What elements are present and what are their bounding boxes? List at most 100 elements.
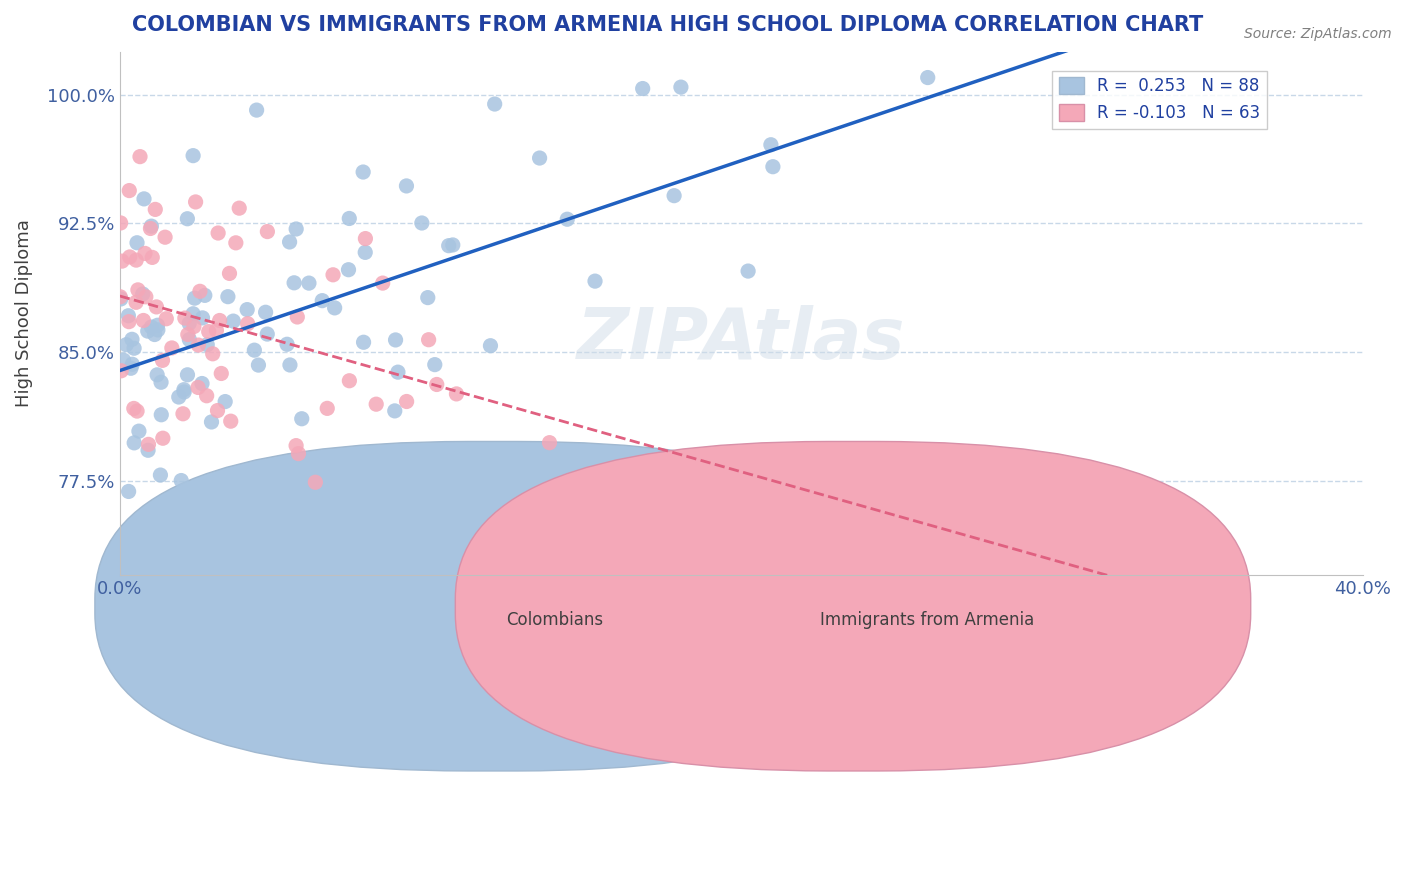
Point [183,319,205,334]
Point [117,309,139,323]
Point [371,276,394,290]
Point [127,283,149,297]
Point [555,212,578,227]
Point [384,404,406,418]
Point [136,324,159,338]
Point [135,290,157,304]
Point [759,137,782,152]
Point [152,353,174,368]
Point [228,201,250,215]
Point [195,389,218,403]
Point [146,318,169,333]
Point [337,262,360,277]
Point [139,221,162,235]
Point [207,226,229,240]
Point [179,333,201,347]
Point [122,341,145,355]
Point [173,311,195,326]
Point [110,216,132,230]
Point [118,184,141,198]
Point [218,267,240,281]
Point [173,384,195,399]
Point [387,365,409,379]
Point [352,165,374,179]
Point [311,293,333,308]
Point [283,276,305,290]
Text: Immigrants from Armenia: Immigrants from Armenia [821,611,1035,630]
Point [143,202,166,217]
Point [538,435,561,450]
Point [322,268,344,282]
Point [150,408,173,422]
Point [278,358,301,372]
Point [285,222,308,236]
Point [236,317,259,331]
Point [225,235,247,250]
Point [426,377,449,392]
Point [304,475,326,490]
Point [256,225,278,239]
Point [118,250,141,264]
Point [131,287,153,301]
Point [207,403,229,417]
Point [176,211,198,226]
Point [280,527,302,541]
Point [446,387,468,401]
Point [121,332,143,346]
Point [437,238,460,252]
Point [110,364,132,378]
Point [129,150,152,164]
Point [423,358,446,372]
Point [141,251,163,265]
Point [243,343,266,358]
Point [184,194,207,209]
Point [762,160,785,174]
Point [236,302,259,317]
Point [149,468,172,483]
Point [209,367,232,381]
Point [118,315,141,329]
Point [246,103,269,117]
Point [441,238,464,252]
Point [150,376,173,390]
Point [173,383,195,397]
Point [247,358,270,372]
Point [418,333,440,347]
Point [128,424,150,438]
Point [146,368,169,382]
Point [285,439,308,453]
Point [256,327,278,342]
Point [205,323,228,337]
Point [138,437,160,451]
Point [197,325,219,339]
Point [276,337,298,351]
Text: Colombians: Colombians [506,611,603,630]
Point [631,81,654,95]
Point [125,253,148,268]
Point [155,311,177,326]
Point [112,353,135,368]
Y-axis label: High School Diploma: High School Diploma [15,219,32,408]
Point [183,291,205,305]
Point [323,301,346,315]
Point [416,291,439,305]
Point [337,374,360,388]
Point [291,411,314,425]
Point [254,305,277,319]
Point [146,323,169,337]
Point [384,333,406,347]
Text: COLOMBIAN VS IMMIGRANTS FROM ARMENIA HIGH SCHOOL DIPLOMA CORRELATION CHART: COLOMBIAN VS IMMIGRANTS FROM ARMENIA HIG… [132,15,1204,35]
Point [143,327,166,342]
FancyBboxPatch shape [456,442,1251,771]
Point [141,320,163,334]
Legend: R =  0.253   N = 88, R = -0.103   N = 63: R = 0.253 N = 88, R = -0.103 N = 63 [1053,70,1267,128]
Point [125,295,148,310]
Point [395,394,418,409]
Point [298,276,321,290]
Point [662,188,685,202]
Text: Source: ZipAtlas.com: Source: ZipAtlas.com [1244,27,1392,41]
Point [110,290,132,304]
Point [110,292,132,306]
Point [195,337,218,351]
Point [208,313,231,327]
